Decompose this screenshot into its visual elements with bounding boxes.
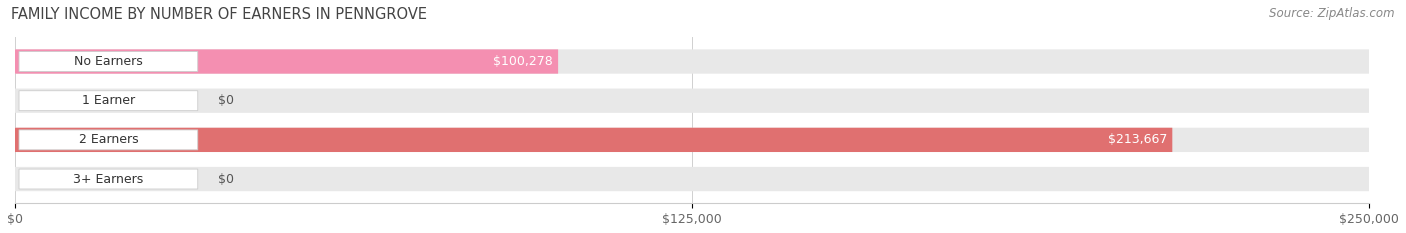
Text: 2 Earners: 2 Earners [79, 133, 138, 146]
FancyBboxPatch shape [15, 89, 1369, 113]
FancyBboxPatch shape [20, 91, 198, 111]
Text: FAMILY INCOME BY NUMBER OF EARNERS IN PENNGROVE: FAMILY INCOME BY NUMBER OF EARNERS IN PE… [11, 7, 427, 22]
FancyBboxPatch shape [20, 51, 198, 72]
Text: $213,667: $213,667 [1108, 133, 1167, 146]
FancyBboxPatch shape [20, 169, 198, 189]
FancyBboxPatch shape [15, 49, 1369, 74]
Text: No Earners: No Earners [75, 55, 143, 68]
Text: $100,278: $100,278 [494, 55, 553, 68]
Text: $0: $0 [218, 173, 233, 185]
FancyBboxPatch shape [15, 128, 1369, 152]
FancyBboxPatch shape [20, 130, 198, 150]
FancyBboxPatch shape [15, 49, 558, 74]
Text: Source: ZipAtlas.com: Source: ZipAtlas.com [1270, 7, 1395, 20]
Text: 1 Earner: 1 Earner [82, 94, 135, 107]
FancyBboxPatch shape [15, 167, 1369, 191]
Text: $0: $0 [218, 94, 233, 107]
FancyBboxPatch shape [15, 128, 1173, 152]
Text: 3+ Earners: 3+ Earners [73, 173, 143, 185]
